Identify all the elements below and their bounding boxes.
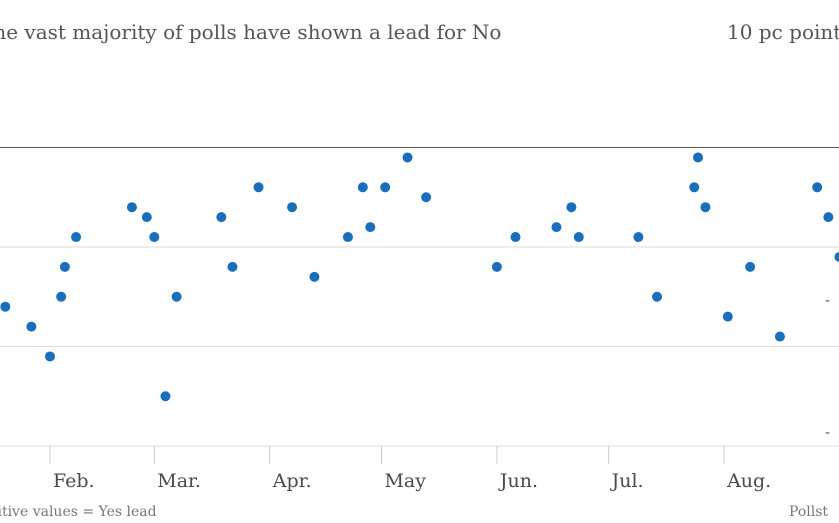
poll-point [71, 232, 82, 243]
x-tick-label: Apr. [272, 470, 312, 492]
poll-point [59, 261, 70, 272]
x-tick-label: Aug. [726, 470, 771, 492]
x-tick-label: May [384, 470, 426, 492]
poll-point [689, 182, 700, 193]
poll-point [834, 251, 839, 262]
y-tick-label: - [825, 293, 830, 309]
poll-point [342, 232, 353, 243]
poll-point [26, 321, 37, 332]
x-tick-label: Jul. [610, 470, 644, 492]
poll-point [126, 202, 137, 213]
poll-point [402, 152, 413, 163]
poll-point [491, 261, 502, 272]
poll-point [380, 182, 391, 193]
poll-point [357, 182, 368, 193]
poll-point [287, 202, 298, 213]
poll-point [421, 192, 432, 203]
x-tick-label: Feb. [53, 470, 95, 492]
y-tick-label: - [825, 425, 830, 441]
poll-point [693, 152, 703, 163]
poll-point [309, 271, 320, 282]
data-points [0, 152, 839, 402]
x-tick-label: Jun. [498, 470, 538, 492]
poll-point [722, 311, 733, 322]
poll-point [551, 222, 562, 233]
poll-point [573, 232, 584, 243]
poll-point [45, 351, 55, 362]
chart-title: The vast majority of polls have shown a … [0, 20, 501, 44]
poll-point [160, 391, 171, 402]
gridlines [0, 246, 839, 447]
poll-point [633, 232, 644, 243]
poll-point [652, 291, 663, 302]
poll-point [171, 291, 182, 302]
poll-point [745, 261, 756, 272]
poll-point [510, 232, 521, 243]
poll-point [823, 212, 834, 223]
poll-point [216, 212, 227, 223]
poll-point [700, 202, 711, 213]
poll-point [141, 212, 152, 223]
footnote-left: Positive values = Yes lead [0, 504, 157, 520]
footnote-right: Pollst [789, 504, 828, 520]
poll-point [56, 291, 67, 302]
poll-point [0, 301, 11, 312]
poll-point [227, 261, 238, 272]
poll-point [365, 222, 376, 233]
poll-point [774, 331, 785, 342]
unit-label: 10 pc points [727, 20, 839, 44]
poll-point [149, 232, 160, 243]
poll-point [812, 182, 823, 193]
x-tick-label: Mar. [157, 470, 201, 492]
poll-point [253, 182, 264, 193]
poll-point [566, 202, 577, 213]
